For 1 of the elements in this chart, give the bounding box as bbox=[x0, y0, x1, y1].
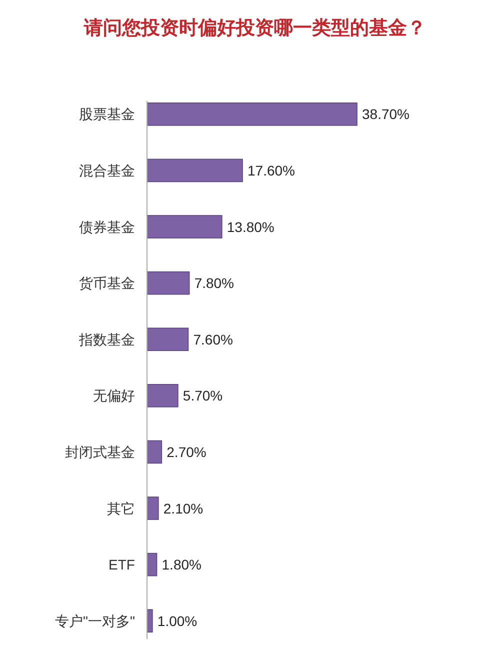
title: 请问您投资时偏好投资哪一类型的基金？ bbox=[84, 18, 426, 39]
